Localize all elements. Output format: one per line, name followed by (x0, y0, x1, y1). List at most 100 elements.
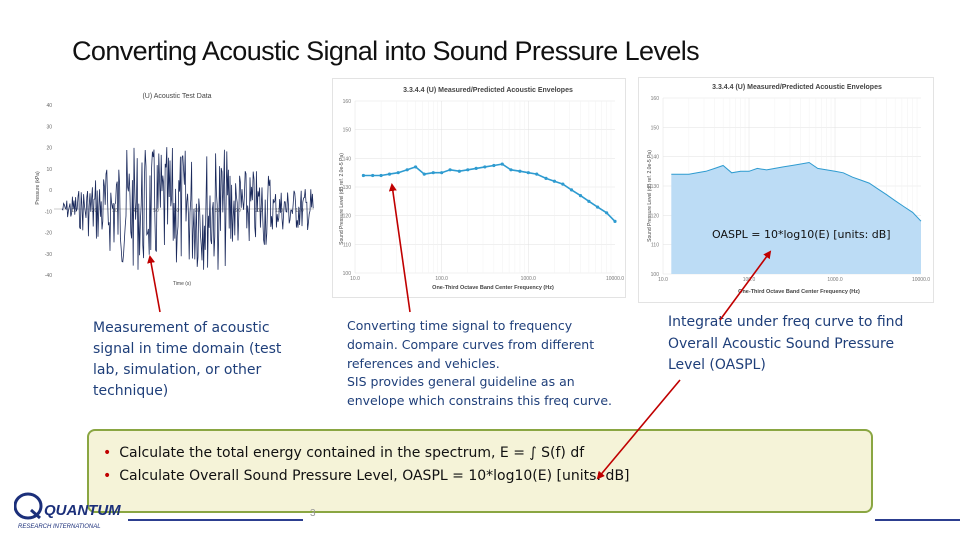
f1-data-point (466, 168, 470, 172)
time-x-tick-label: 20 (92, 208, 98, 214)
f1-y-tick-label: 110 (343, 242, 351, 248)
converting-line-1: Converting time signal to frequency (347, 318, 573, 333)
f1-y-tick-label: 140 (343, 156, 352, 162)
freq1-grid (354, 100, 615, 274)
converting-arrow (388, 183, 411, 313)
freq2-y-ticks: 160 150 140 130 120 110 100 (651, 96, 660, 278)
f1-data-point (387, 172, 392, 176)
logo-tagline: RESEARCH INTERNATIONAL (18, 524, 101, 530)
f1-data-point (457, 169, 461, 173)
f1-data-point (578, 194, 583, 198)
f1-data-point (371, 173, 375, 178)
logo-q-ring (13, 492, 43, 520)
time-y-ticks: 40 30 20 10 0 -10 -20 -30 -40 (45, 103, 52, 279)
freq1-xlabel: One-Third Octave Band Center Frequency (… (432, 285, 554, 291)
freq1-title: 3.3.4.4 (U) Measured/Predicted Acoustic … (403, 87, 573, 94)
f1-x-tick-label: 1000.0 (521, 276, 537, 282)
time-x-tick-label: 30 (112, 208, 118, 214)
footer-rule-right (875, 519, 960, 521)
f2-y-tick-label: 140 (651, 155, 660, 161)
converting-callout: Converting time signal to frequency doma… (347, 317, 647, 411)
f1-y-tick-label: 100 (343, 271, 352, 277)
f1-data-point (379, 173, 383, 178)
f1-data-point (535, 172, 539, 176)
time-x-tick-label: 90 (235, 208, 241, 214)
freq-panel-2: 3.3.4.4 (U) Measured/Predicted Acoustic … (638, 77, 934, 303)
time-y-tick-label: 40 (46, 103, 52, 109)
bullet-text-energy: Calculate the total energy contained in … (119, 445, 585, 461)
f1-data-point (552, 179, 557, 183)
f1-data-point (509, 168, 513, 172)
time-x-tick-label: 120 (295, 208, 304, 214)
time-chart-xlabel: Time (s) (173, 281, 191, 287)
freq2-title: 3.3.4.4 (U) Measured/Predicted Acoustic … (712, 84, 882, 91)
f1-data-point (422, 172, 426, 176)
f2-x-tick-label: 10.0 (658, 277, 668, 283)
f2-x-tick-label: 1000.0 (827, 277, 843, 283)
slide-title: Converting Acoustic Signal into Sound Pr… (72, 36, 700, 66)
time-y-tick-label: -20 (45, 231, 52, 237)
summary-box: • Calculate the total energy contained in… (87, 429, 873, 513)
time-y-tick-label: 20 (46, 146, 52, 152)
summary-bullet-oaspl: • Calculate Overall Sound Pressure Level,… (103, 468, 871, 484)
freq1-ylabel: Sound Pressure Level (dB ref. 2.0e-5 Pa) (339, 153, 345, 245)
f1-data-point (587, 199, 591, 203)
freq2-ylabel: Sound Pressure Level (dB ref. 2.0e-5 Pa) (647, 150, 653, 242)
time-y-tick-label: 10 (46, 167, 52, 173)
f2-y-tick-label: 130 (651, 184, 660, 190)
oaspl-up-arrow (719, 250, 772, 321)
f2-y-tick-label: 110 (651, 243, 659, 249)
measurement-callout: Measurement of acoustic signal in time d… (93, 320, 282, 399)
integrate-callout: Integrate under freq curve to find Overa… (668, 314, 904, 374)
freq1-x-ticks: 10.0 100.0 1000.0 10000.0 (350, 276, 624, 282)
time-domain-chart: (U) Acoustic Test Data Pressure (kPa) Ti… (32, 83, 316, 293)
freq1-y-ticks: 160 150 140 130 120 110 100 (343, 99, 352, 277)
time-signal-line (61, 147, 314, 270)
freq-chart-1: 3.3.4.4 (U) Measured/Predicted Acoustic … (333, 79, 625, 297)
time-x-tick-label: 50 (153, 208, 159, 214)
time-x-tick-label: 60 (174, 208, 180, 214)
time-y-tick-label: -30 (45, 252, 52, 258)
freq1-points (361, 162, 617, 223)
quantum-logo-mark: QUANTUM RESEARCH INTERNATIONAL (13, 492, 121, 530)
f1-data-point (361, 173, 365, 178)
logo-name: QUANTUM (44, 502, 121, 519)
f2-y-tick-label: 160 (651, 96, 660, 102)
f1-data-point (569, 188, 574, 192)
f1-y-tick-label: 160 (343, 99, 352, 105)
time-x-tick-label: 70 (194, 208, 200, 214)
freq-panel-1: 3.3.4.4 (U) Measured/Predicted Acoustic … (332, 78, 626, 298)
f1-data-point (561, 182, 565, 186)
converting-line-2: domain. Compare curves from different (347, 336, 595, 352)
f1-data-point (431, 171, 435, 175)
freq-chart-2: 3.3.4.4 (U) Measured/Predicted Acoustic … (639, 78, 933, 302)
time-y-tick-label: -40 (45, 273, 52, 279)
f1-data-point (483, 165, 487, 169)
f1-x-tick-label: 100.0 (435, 276, 448, 282)
f2-y-tick-label: 150 (651, 125, 660, 131)
f1-data-point (405, 168, 409, 172)
f1-x-tick-label: 10000.0 (606, 276, 624, 282)
oaspl-annotation: OASPL = 10*log10(E) [units: dB] (712, 228, 891, 241)
summary-list: • Calculate the total energy contained in… (103, 445, 871, 484)
freq2-area-fill (671, 162, 921, 274)
f1-data-point (448, 168, 452, 172)
f1-data-point (413, 165, 418, 169)
freq2-series-line (671, 161, 922, 222)
bullet-dot: • (103, 468, 112, 484)
time-chart-ylabel: Pressure (kPa) (35, 171, 41, 205)
f1-data-point (474, 166, 478, 170)
f1-data-point (605, 211, 609, 215)
time-x-tick-label: 10 (71, 208, 77, 214)
time-x-tick-label: 100 (254, 208, 263, 214)
f2-y-tick-label: 100 (651, 272, 660, 278)
f1-data-point (613, 219, 617, 223)
f1-data-point (526, 171, 530, 175)
f1-x-tick-label: 10.0 (350, 276, 360, 282)
f1-data-point (500, 162, 504, 166)
freq2-xlabel: One-Third Octave Band Center Frequency (… (738, 289, 860, 295)
f1-data-point (492, 163, 496, 168)
f1-y-tick-label: 150 (343, 128, 352, 134)
